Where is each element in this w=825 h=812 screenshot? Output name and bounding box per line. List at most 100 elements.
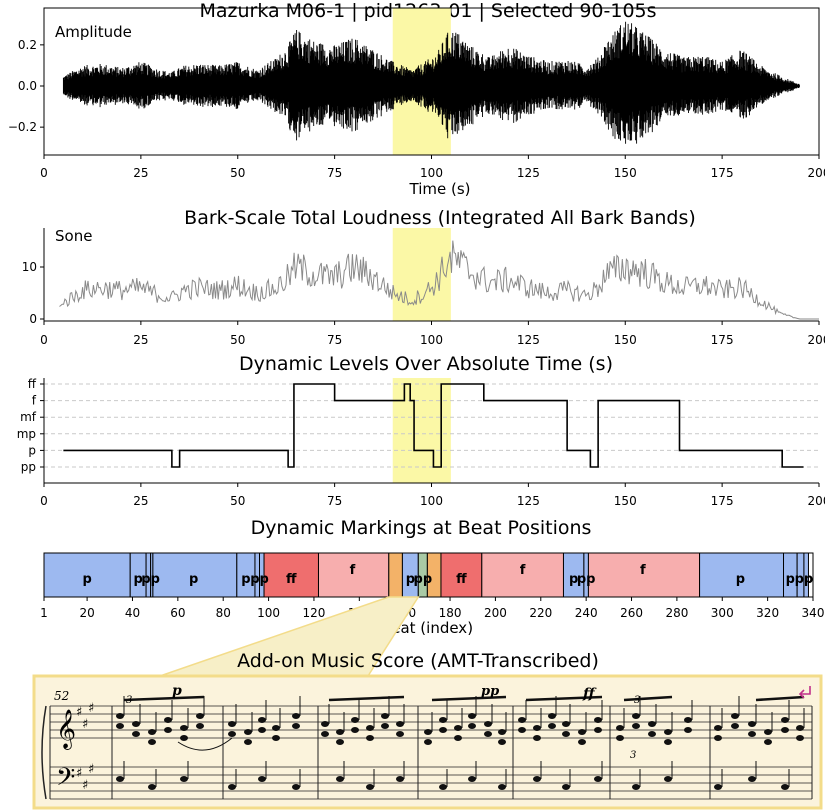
marking-segment-ff <box>263 552 319 598</box>
note-head <box>148 784 156 790</box>
levels-title: Dynamic Levels Over Absolute Time (s) <box>239 353 613 375</box>
marking-label-f: f <box>640 563 646 578</box>
note-head <box>498 739 506 745</box>
level-tick-label: p <box>28 443 36 457</box>
x-tick-label: 125 <box>517 333 540 347</box>
note-head <box>381 723 389 729</box>
score-brace <box>41 705 47 800</box>
note-head <box>664 739 672 745</box>
loudness-trace <box>59 240 819 320</box>
bass-clef-icon: 𝄢 <box>56 763 75 798</box>
note-head <box>648 721 656 727</box>
marking-label-p: p <box>786 572 795 587</box>
sharp-icon: ♯ <box>82 778 88 793</box>
x-tick-label: 300 <box>711 606 734 620</box>
x-tick-label: 75 <box>327 494 342 508</box>
marking-label-ff: ff <box>286 572 297 587</box>
note-head <box>594 717 602 723</box>
treble-clef-icon: 𝄞 <box>56 709 76 750</box>
note-head <box>533 776 541 782</box>
waveform-xlabel: Time (s) <box>409 180 471 198</box>
note-head <box>498 729 506 735</box>
marking-segment-p <box>152 552 238 598</box>
y-tick-label: 0.2 <box>18 38 37 52</box>
note-head <box>292 784 300 790</box>
x-tick-label: 40 <box>125 606 140 620</box>
y-tick-label: 10 <box>22 260 37 274</box>
marking-label-p: p <box>189 572 198 587</box>
note-head <box>748 776 756 782</box>
x-tick-label: 150 <box>614 166 637 180</box>
x-tick-label: 100 <box>420 494 443 508</box>
note-head <box>366 725 374 731</box>
loudness-xticks: 0 25 50 75 100 125 150 175 200 <box>40 321 825 347</box>
note-head <box>132 721 140 727</box>
x-tick-label: 50 <box>230 494 245 508</box>
note-head <box>664 729 672 735</box>
loudness-ylabel: Sone <box>55 227 92 245</box>
note-head <box>336 729 344 735</box>
score-dynamic-p: p <box>172 683 182 699</box>
note-head <box>562 731 570 737</box>
level-tick-label: mp <box>17 427 36 441</box>
score-dynamic-pp: pp <box>481 684 499 699</box>
waveform-ylabel: Amplitude <box>55 23 132 41</box>
x-tick-label: 280 <box>665 606 688 620</box>
x-tick-label: 25 <box>133 494 148 508</box>
score-triplet-1: 3 <box>126 695 132 706</box>
note-head <box>351 727 359 733</box>
note-head <box>228 731 236 737</box>
y-tick-label: 0.0 <box>18 79 37 93</box>
return-arrow-icon[interactable] <box>798 686 811 699</box>
note-head <box>116 723 124 729</box>
loudness-title: Bark-Scale Total Loudness (Integrated Al… <box>184 207 696 229</box>
note-head <box>781 784 789 790</box>
x-tick-label: 100 <box>420 166 443 180</box>
note-head <box>164 717 172 723</box>
note-head <box>228 784 236 790</box>
note-head <box>321 731 329 737</box>
x-tick-label: 25 <box>133 166 148 180</box>
note-beam <box>328 695 405 702</box>
note-head <box>258 776 266 782</box>
waveform-yticks: 0.2 0.0 −0.2 <box>8 38 44 134</box>
levels-xticks: 0 25 50 75 100 125 150 175 200 <box>40 483 825 508</box>
note-head <box>439 727 447 733</box>
x-tick-label: 200 <box>808 333 825 347</box>
x-tick-label: 220 <box>529 606 552 620</box>
note-head <box>533 725 541 731</box>
y-tick-label: 0 <box>29 312 37 326</box>
note-head <box>578 739 586 745</box>
note-head <box>684 717 692 723</box>
marking-label-f: f <box>520 563 526 578</box>
note-head <box>781 727 789 733</box>
note-head <box>454 735 462 741</box>
note-head <box>351 717 359 723</box>
note-head <box>180 725 188 731</box>
note-head <box>292 713 300 719</box>
note-head <box>116 776 124 782</box>
marking-label-p: p <box>133 572 142 587</box>
marking-segment-f <box>317 552 390 598</box>
markings-title: Dynamic Markings at Beat Positions <box>251 517 592 539</box>
markings-frame <box>43 552 814 598</box>
score-triplet-2: 3 <box>634 695 640 706</box>
note-head <box>228 721 236 727</box>
x-tick-label: 200 <box>808 166 825 180</box>
marking-label-p: p <box>241 572 250 587</box>
note-beam <box>123 695 205 702</box>
note-head <box>468 776 476 782</box>
note-head <box>244 739 252 745</box>
note-beam <box>755 695 805 702</box>
x-tick-label: 60 <box>170 606 185 620</box>
note-head <box>148 739 156 745</box>
note-head <box>796 735 804 741</box>
note-head <box>258 717 266 723</box>
note-head <box>664 776 672 782</box>
markings-xlabel: Beat (index) <box>381 619 473 637</box>
note-head <box>731 713 739 719</box>
note-head <box>616 725 624 731</box>
sharp-icon: ♯ <box>88 701 94 716</box>
waveform-panel: Mazurka M06-1 | pid1263-01 | Selected 90… <box>8 0 825 198</box>
